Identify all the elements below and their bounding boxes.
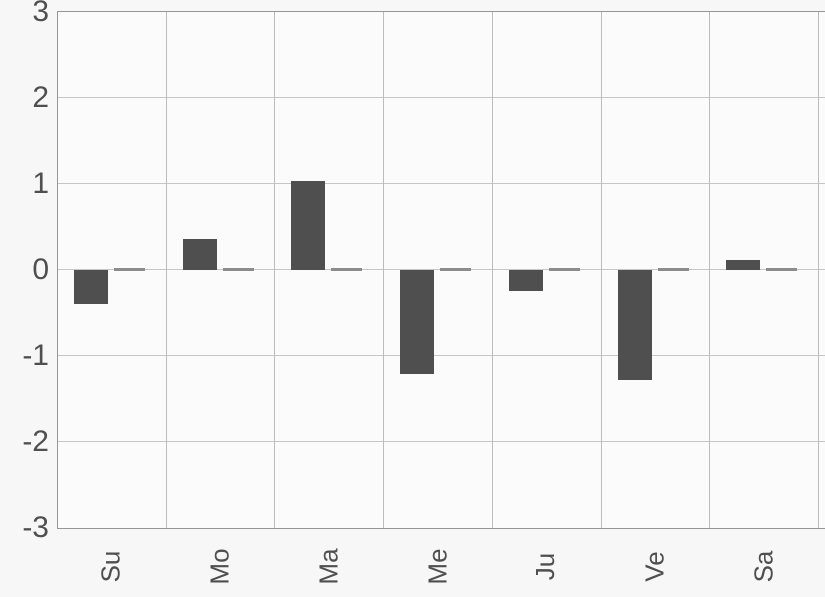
x-tick-label: Su <box>81 535 141 597</box>
y-tick-label: -2 <box>22 425 49 458</box>
x-tick-label: Ve <box>625 535 685 597</box>
gridline-horizontal <box>58 97 825 98</box>
zero-dash-bar <box>114 268 145 271</box>
x-tick-label-text: Ve <box>639 550 670 582</box>
x-tick-label-text: Sa <box>748 550 779 582</box>
bar <box>291 181 325 270</box>
bar <box>726 260 760 270</box>
gridline-vertical <box>166 12 167 528</box>
plot-area: 3 2 1 0 -1 -2 -3 <box>22 0 825 544</box>
gridline-horizontal <box>58 183 825 184</box>
gridline-vertical <box>492 12 493 528</box>
bar <box>183 239 217 270</box>
gridline-vertical <box>601 12 602 528</box>
y-tick-label: -3 <box>22 511 49 544</box>
zero-dash-bar <box>549 268 580 271</box>
gridline-vertical <box>818 12 819 528</box>
gridline-vertical <box>709 12 710 528</box>
x-tick-label-text: Mo <box>204 547 235 585</box>
bar <box>618 270 652 380</box>
gridline-vertical <box>274 12 275 528</box>
zero-dash-bar <box>223 268 254 271</box>
bar <box>509 270 543 291</box>
zero-dash-bar <box>658 268 689 271</box>
gridline-vertical <box>383 12 384 528</box>
gridline-horizontal <box>58 441 825 442</box>
bar <box>400 270 434 374</box>
x-tick-label: Mo <box>190 535 250 597</box>
x-tick-label-text: Ju <box>530 552 561 580</box>
y-tick-label: 1 <box>32 167 49 200</box>
y-tick-label: 0 <box>32 253 49 286</box>
x-tick-label: Ju <box>516 535 576 597</box>
x-tick-label: Sa <box>734 535 794 597</box>
x-tick-label-text: Me <box>422 547 453 585</box>
gridline-horizontal <box>58 355 825 356</box>
y-tick-label: 3 <box>32 0 49 28</box>
y-tick-label: 2 <box>32 81 49 114</box>
x-tick-label: Me <box>408 535 468 597</box>
x-tick-label-text: Su <box>95 550 126 582</box>
x-tick-label: Ma <box>299 535 359 597</box>
bar <box>74 270 108 304</box>
zero-dash-bar <box>440 268 471 271</box>
zero-dash-bar <box>766 268 797 271</box>
zero-dash-bar <box>331 268 362 271</box>
y-tick-label: -1 <box>22 339 49 372</box>
x-tick-label-text: Ma <box>313 547 344 585</box>
